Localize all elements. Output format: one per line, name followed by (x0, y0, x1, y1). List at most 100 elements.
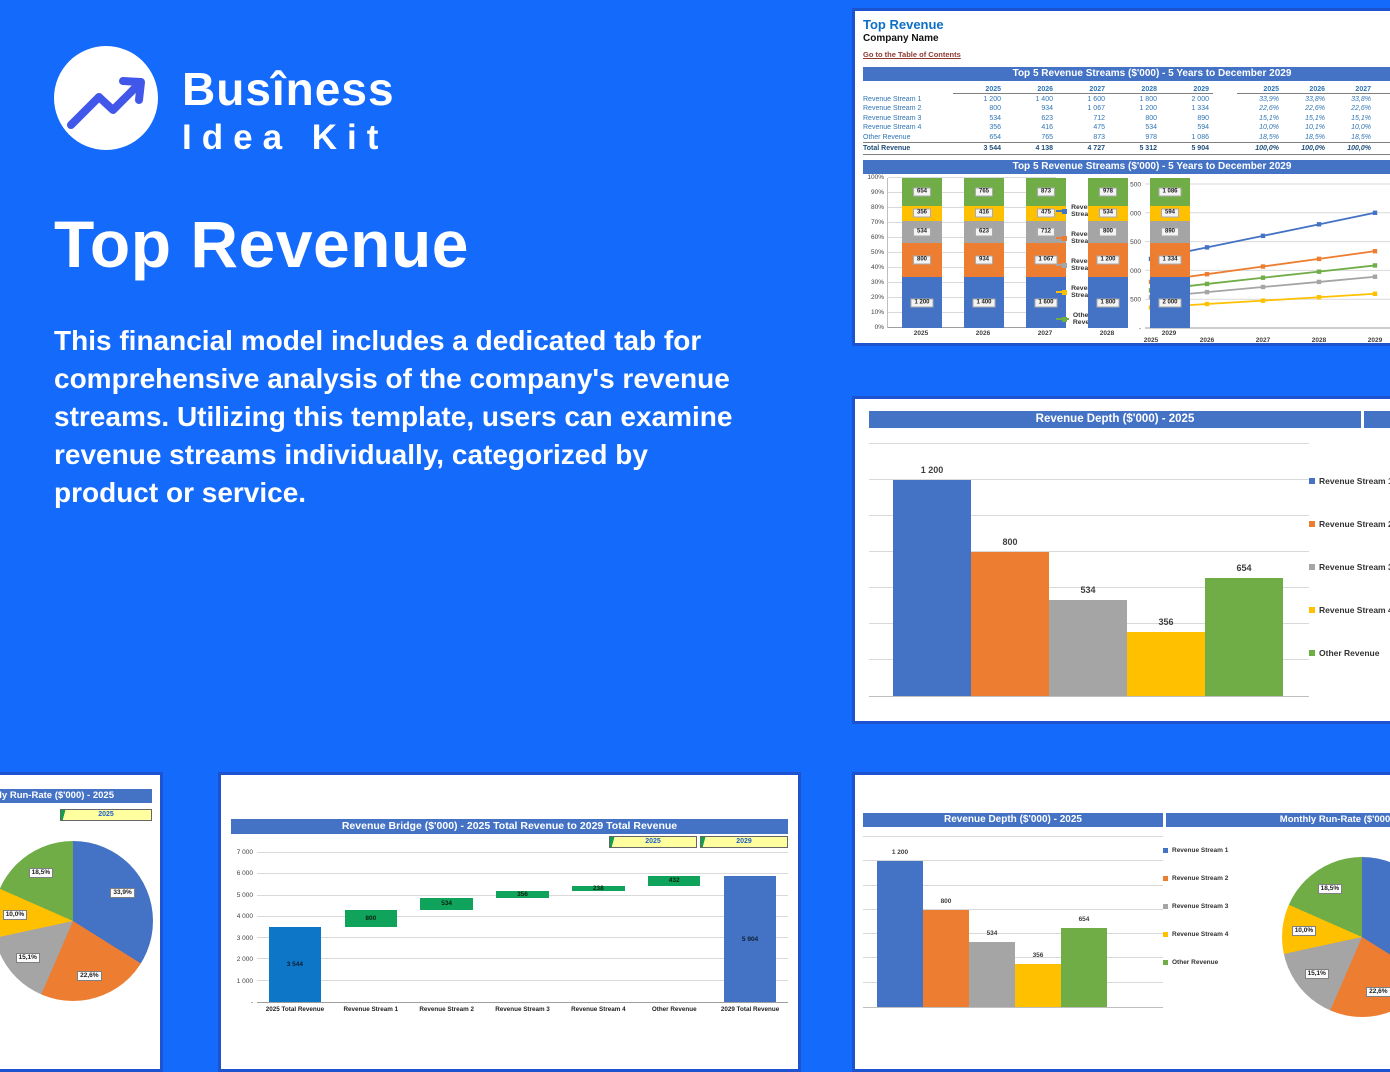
bar-value-label: 356 (912, 208, 932, 218)
waterfall-bar: 238 (572, 885, 625, 892)
legend-item: Other Revenue (1309, 648, 1390, 658)
revenue-bridge-panel: Revenue Bridge ($'000) - 2025 Total Reve… (218, 772, 801, 1072)
depth-bar-chart: 1 200 800 534 356 654 (869, 443, 1309, 697)
legend-item: Revenue Stream 1 (1163, 847, 1255, 854)
pie-slice-label: 15,1% (15, 952, 40, 963)
waterfall-bar: 534 (420, 898, 473, 910)
gridline (257, 873, 788, 875)
year-filter-dropdown-start[interactable]: 2025 (609, 836, 697, 848)
pie-chart (0, 841, 153, 1001)
bar-value-label: 934 (974, 255, 994, 265)
gridline (863, 908, 1163, 910)
bridge-title-bar: Revenue Bridge ($'000) - 2025 Total Reve… (231, 819, 788, 834)
legend-marker-icon (1056, 289, 1068, 295)
runrate-pie-chart: 33,9%22,6%15,1%10,0%18,5% (1282, 857, 1390, 1017)
table-pct-cell: 15,1% (1351, 114, 1371, 122)
gridline (257, 852, 788, 853)
pie-slice-label: 15,1% (1304, 968, 1329, 979)
stacked-chart-x-axis: 2025 2026 2027 2028 2029 (913, 330, 1177, 337)
depth-bar (1205, 578, 1283, 696)
gridline (863, 884, 1163, 886)
table-cell: 765 (1041, 133, 1053, 141)
table-cell: 534 (989, 114, 1001, 122)
table-row: Revenue Stream 3 534 623 712 800 890 15,1% 15,1… (863, 114, 1390, 124)
total-pct-cell: 100,0% (1347, 145, 1371, 152)
bar-segment: 934 (964, 243, 1004, 278)
pct-year-header: 2027 (1329, 86, 1375, 94)
legend-label: Other Revenue (1172, 959, 1219, 966)
bar-segment: 800 (902, 243, 942, 278)
table-cell: 623 (1041, 114, 1053, 122)
bar-value-label: 1 800 (1096, 298, 1120, 308)
year-header: 2027 (1057, 86, 1109, 94)
table-cell: 800 (989, 105, 1001, 113)
legend-item: Revenue Stream 3 (1056, 258, 1111, 272)
legend-item: Revenue Stream 1 (1056, 204, 1111, 218)
stacked-chart-title-bar: Top 5 Revenue Streams ($'000) - 5 Years … (863, 160, 1390, 174)
row-label: Revenue Stream 4 (863, 124, 922, 132)
bar-value-label: 712 (1036, 227, 1056, 237)
table-cell: 934 (1041, 105, 1053, 113)
depth-chart-title-bar: Revenue Depth ($'000) - 2025 (869, 411, 1361, 428)
legend-label: Revenue Stream 4 (1319, 605, 1390, 615)
pie-slice-label: 18,5% (1317, 883, 1343, 894)
bar-segment: 356 (902, 205, 942, 221)
bar-segment: 475 (1026, 205, 1066, 221)
table-pct-cell: 22,6% (1375, 105, 1390, 112)
year-filter-dropdown-end[interactable]: 2029 (700, 836, 788, 848)
pie-slice-label: 10,0% (1291, 926, 1317, 937)
bar-value-label: 765 (974, 187, 994, 197)
table-cell: 978 (1145, 133, 1157, 141)
bar-value-label: 654 (1236, 563, 1252, 574)
stacked-bar: 1 086 594 890 1 334 2 000 (1150, 178, 1190, 328)
bar-value-label: 594 (1160, 208, 1180, 218)
table-of-contents-link[interactable]: Go to the Table of Contents (863, 50, 961, 59)
legend-item: Other Revenue (1163, 959, 1255, 966)
bar-value-label: 2 000 (1158, 298, 1182, 308)
bar-segment: 800 (1088, 220, 1128, 244)
legend-label: Revenue Stream 2 (1319, 519, 1390, 529)
bar-segment: 1 334 (1150, 243, 1190, 278)
table-pct-cell: 18,4% (1375, 134, 1390, 141)
table-cell: 654 (989, 133, 1001, 141)
gridline (869, 587, 1309, 588)
year-filter-dropdown[interactable]: 2025 (60, 809, 152, 821)
bar-value-label: 800 (912, 255, 932, 265)
total-cell: 3 544 (983, 145, 1001, 152)
bar-value-label: 800 (1098, 227, 1118, 237)
bar-value-label: 534 (912, 227, 932, 237)
revenue-table: 202520262027202820292025202620272028 Reve… (863, 85, 1390, 155)
svg-text:2025: 2025 (1144, 337, 1159, 344)
table-cell: 1 334 (1191, 105, 1209, 113)
bar-segment: 534 (1088, 205, 1128, 221)
total-pct-cell: 100,0% (1375, 145, 1390, 152)
bar-value-label: 800 (940, 897, 952, 905)
waterfall-bar: 5 904 (723, 876, 777, 1002)
legend-label: Other Revenue (1072, 312, 1101, 326)
bar-value-label: 800 (1002, 537, 1018, 547)
legend-item: Revenue Stream 2 (1163, 875, 1255, 882)
bar-segment: 890 (1150, 220, 1190, 244)
trend-arrow-icon (67, 77, 145, 129)
table-pct-cell: 18,5% (1351, 133, 1371, 141)
gridline (888, 177, 1057, 178)
depth-bar (1127, 631, 1205, 696)
bar-value-label: 1 200 (920, 465, 944, 475)
bar-value-label: 1 200 (910, 298, 934, 308)
bar-segment: 594 (1150, 205, 1190, 221)
bar-value-label: 534 (1098, 208, 1118, 218)
gridline (863, 933, 1163, 935)
table-header-row: 202520262027202820292025202620272028 (863, 85, 1390, 95)
runrate-pie-chart: 33,9%22,6%15,1%10,0%18,5% (0, 841, 153, 1001)
bar-value-label: 534 (986, 930, 998, 938)
depth-bar (969, 942, 1015, 1007)
table-pct-cell: 33,8% (1305, 95, 1325, 103)
year-header: 2025 (953, 86, 1005, 94)
bar-value-label: 1 400 (972, 298, 996, 308)
depth-bar (1049, 599, 1127, 696)
gridline (257, 979, 788, 981)
table-cell: 890 (1197, 114, 1209, 122)
table-cell: 1 400 (1035, 95, 1053, 103)
table-pct-cell: 33,9% (1259, 95, 1279, 103)
legend-item: Revenue Stream 4 (1056, 285, 1111, 299)
